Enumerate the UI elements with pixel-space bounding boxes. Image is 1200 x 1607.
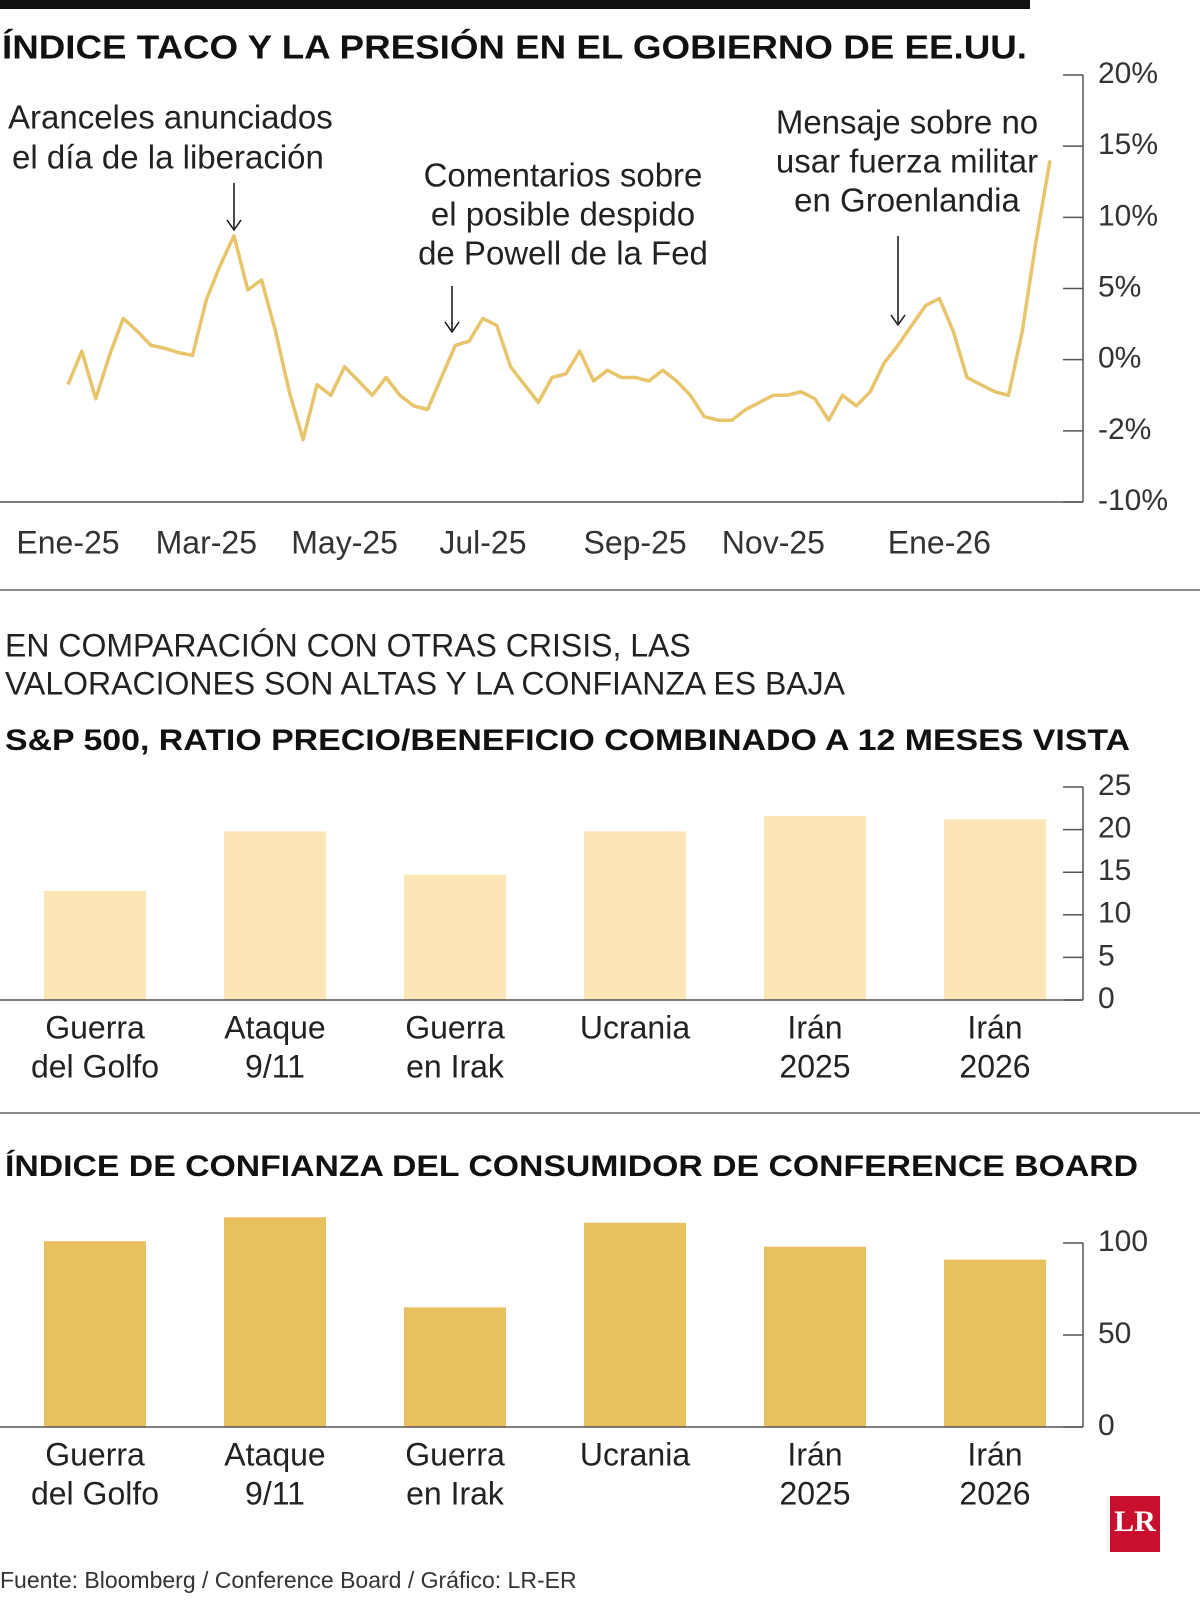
annotation: Mensaje sobre no [776, 104, 1038, 141]
y-tick-label: 10 [1098, 897, 1131, 930]
x-tick-label: Ataque [224, 1009, 325, 1045]
y-tick-label: 50 [1098, 1317, 1131, 1350]
subtitle: VALORACIONES SON ALTAS Y LA CONFIANZA ES… [5, 665, 846, 701]
source: Fuente: Bloomberg / Conference Board / G… [0, 1567, 577, 1593]
y-tick-label: 15% [1098, 128, 1158, 161]
x-tick-label: Guerra [405, 1009, 505, 1045]
x-tick-label: Guerra [45, 1436, 145, 1472]
x-tick-label: 2026 [959, 1475, 1030, 1511]
annotation: usar fuerza militar [776, 143, 1038, 180]
arrow-head [226, 219, 242, 232]
arrow-head [444, 321, 460, 334]
x-tick-label: en Irak [406, 1475, 505, 1511]
main-title: ÍNDICE TACO Y LA PRESIÓN EN EL GOBIERNO … [2, 29, 1027, 66]
bar [224, 831, 326, 1000]
x-tick-label: 2025 [779, 1048, 850, 1084]
bar [944, 819, 1046, 1000]
bar [404, 1307, 506, 1427]
x-tick-label: 9/11 [245, 1475, 305, 1511]
x-tick-label: Irán [967, 1436, 1022, 1472]
y-tick-label: 5 [1098, 939, 1115, 972]
bar [44, 890, 146, 1000]
y-tick-label: 0 [1098, 982, 1115, 1015]
annotation: Comentarios sobre [424, 157, 703, 194]
logo: LR [1114, 1505, 1156, 1538]
x-tick-label: 2025 [779, 1475, 850, 1511]
bar [584, 1222, 686, 1427]
annotation: de Powell de la Fed [418, 235, 708, 272]
y-tick-label: 20 [1098, 812, 1131, 845]
x-tick-label: 9/11 [245, 1048, 305, 1084]
y-tick-label: 10% [1098, 199, 1158, 232]
bar [44, 1241, 146, 1427]
x-tick-label: Guerra [405, 1436, 505, 1472]
x-tick-label: Jul-25 [439, 524, 526, 560]
logo-box [1110, 1496, 1160, 1552]
y-tick-label: 0 [1098, 1409, 1115, 1442]
x-tick-label: Ene-25 [16, 524, 119, 560]
bar [224, 1217, 326, 1427]
x-tick-label: del Golfo [31, 1048, 159, 1084]
chart-title: ÍNDICE DE CONFIANZA DEL CONSUMIDOR DE CO… [5, 1149, 1138, 1183]
y-tick-label: 15 [1098, 854, 1131, 887]
arrow-head [890, 314, 906, 327]
x-tick-label: Ucrania [580, 1009, 690, 1045]
x-tick-label: Irán [787, 1436, 842, 1472]
y-tick-label: -2% [1098, 413, 1151, 446]
x-tick-label: Irán [967, 1009, 1022, 1045]
x-tick-label: Guerra [45, 1009, 145, 1045]
top-bar [0, 0, 1030, 9]
bar [764, 1246, 866, 1427]
y-tick-label: 25 [1098, 769, 1131, 802]
bar [584, 831, 686, 1000]
y-tick-label: 100 [1098, 1225, 1148, 1258]
x-tick-label: May-25 [291, 524, 398, 560]
x-tick-label: Mar-25 [156, 524, 257, 560]
x-tick-label: Ucrania [580, 1436, 690, 1472]
annotation: el posible despido [431, 196, 695, 233]
annotation: en Groenlandia [794, 182, 1020, 219]
data-line [66, 160, 1052, 442]
x-tick-label: Ataque [224, 1436, 325, 1472]
y-tick-label: -10% [1098, 484, 1168, 517]
bar [404, 874, 506, 1000]
chart-title: S&P 500, RATIO PRECIO/BENEFICIO COMBINAD… [5, 724, 1130, 757]
annotation: Aranceles anunciados [8, 99, 333, 136]
y-tick-label: 20% [1098, 57, 1158, 90]
bar [764, 815, 866, 1000]
x-tick-label: 2026 [959, 1048, 1030, 1084]
x-tick-label: Ene-26 [888, 524, 991, 560]
x-tick-label: Nov-25 [722, 524, 825, 560]
annotation: el día de la liberación [12, 139, 324, 176]
x-tick-label: en Irak [406, 1048, 505, 1084]
x-tick-label: Sep-25 [583, 524, 686, 560]
y-tick-label: 0% [1098, 342, 1141, 375]
bar [944, 1259, 1046, 1427]
y-tick-label: 5% [1098, 270, 1141, 303]
x-tick-label: Irán [787, 1009, 842, 1045]
subtitle: EN COMPARACIÓN CON OTRAS CRISIS, LAS [5, 627, 691, 663]
x-tick-label: del Golfo [31, 1475, 159, 1511]
